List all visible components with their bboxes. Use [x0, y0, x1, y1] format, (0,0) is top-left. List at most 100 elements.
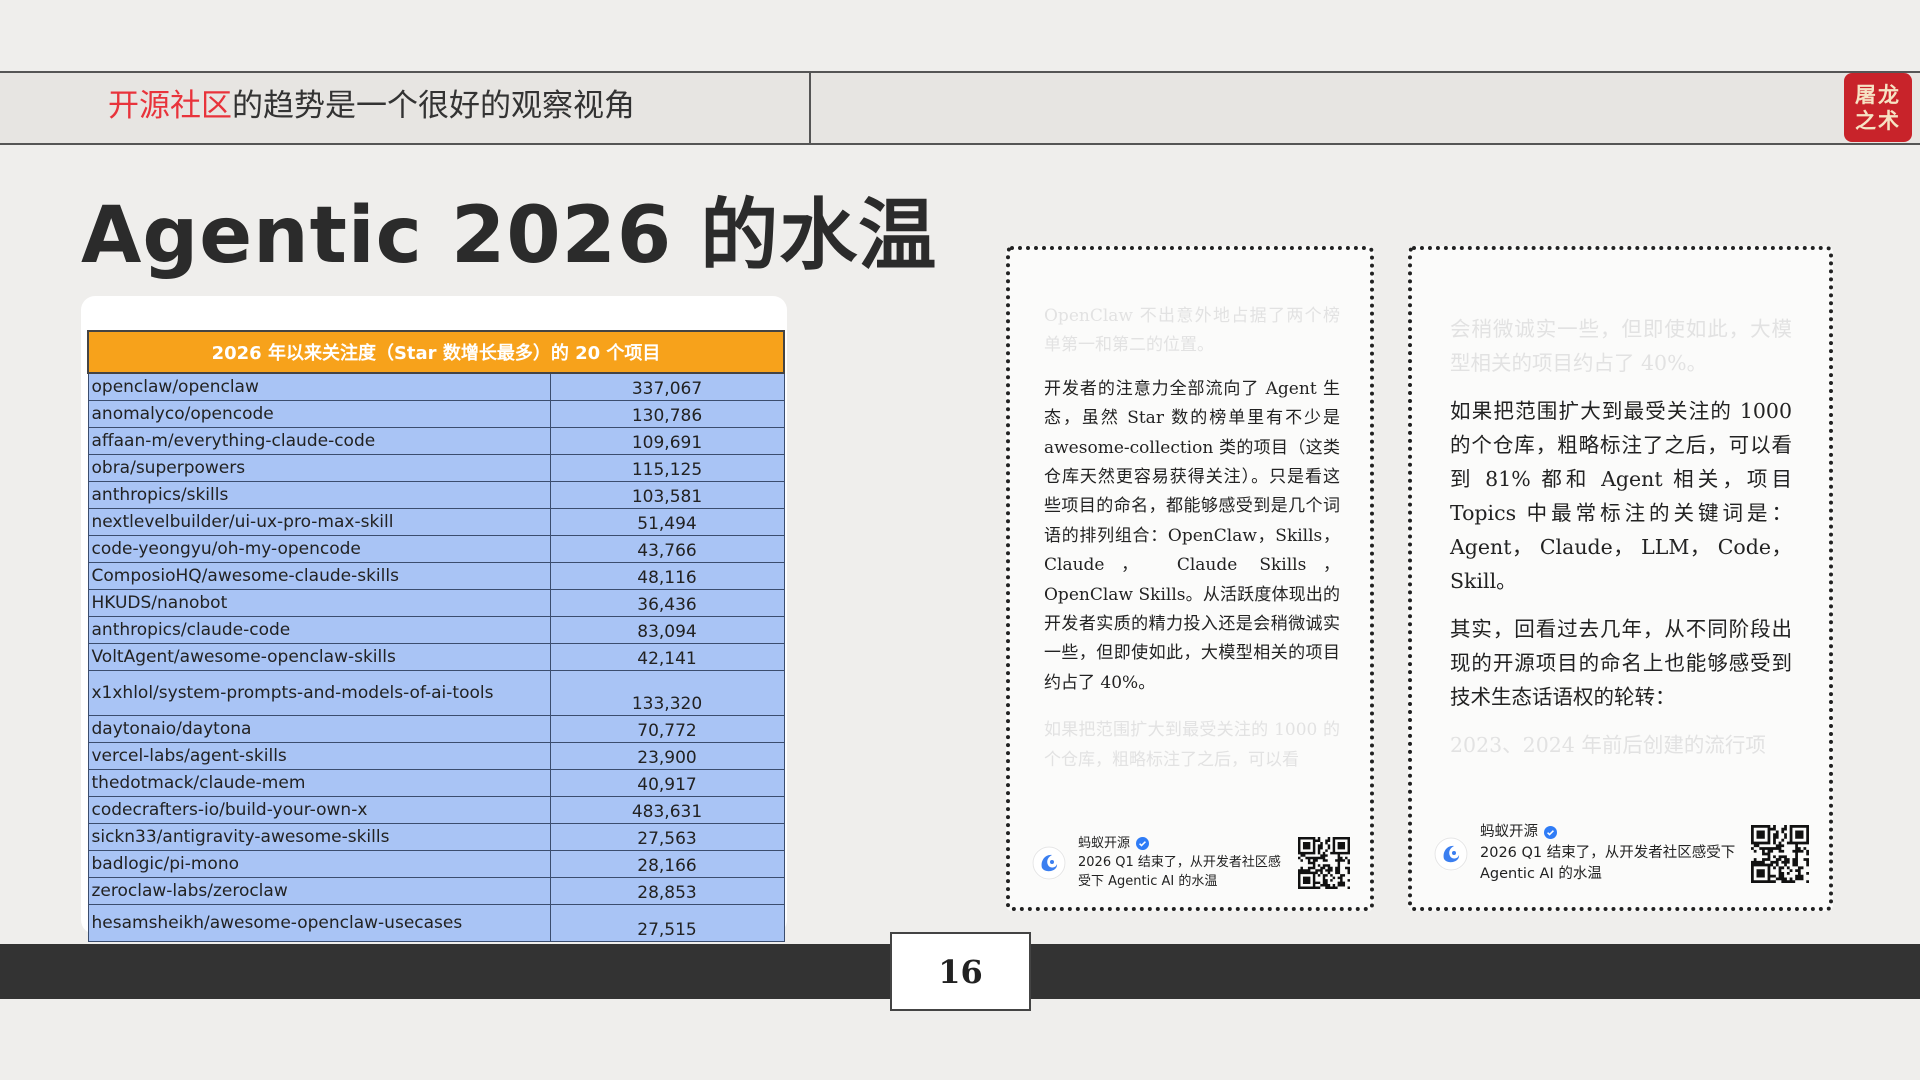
- avatar: [1434, 836, 1468, 871]
- repo-name: anomalyco/opencode: [87, 400, 551, 428]
- faded-text: 如果把范围扩大到最受关注的 1000 的个仓库，粗略标注了之后，可以看: [1044, 720, 1340, 770]
- repo-name: zeroclaw-labs/zeroclaw: [87, 877, 551, 905]
- table-row: openclaw/openclaw 337,067: [87, 372, 785, 401]
- repo-name: affaan-m/everything-claude-code: [87, 427, 551, 455]
- star-table: 2026 年以来关注度（Star 数增长最多）的 20 个项目 openclaw…: [87, 330, 785, 942]
- star-count: 27,563: [549, 823, 785, 851]
- qr-code: [1751, 824, 1809, 883]
- footer-meta: 蚂蚁开源 2026 Q1 结束了，从开发者社区感受下 Agentic AI 的水温: [1480, 822, 1743, 885]
- table-row: thedotmack/claude-mem 40,917: [87, 769, 785, 797]
- repo-name: anthropics/claude-code: [87, 616, 551, 644]
- repo-name: daytonaio/daytona: [87, 715, 551, 743]
- star-count: 70,772: [549, 715, 785, 743]
- repo-name: ComposioHQ/awesome-claude-skills: [87, 562, 551, 590]
- faded-text: 2023、2024 年前后创建的流行项: [1450, 733, 1766, 757]
- repo-name: codecrafters-io/build-your-own-x: [87, 796, 551, 824]
- repo-name: nextlevelbuilder/ui-ux-pro-max-skill: [87, 508, 551, 536]
- star-count: 483,631: [549, 796, 785, 824]
- card-body: OpenClaw 不出意外地占据了两个榜单第一和第二的位置。开发者的注意力全部流…: [1044, 302, 1340, 789]
- table-row: codecrafters-io/build-your-own-x 483,631: [87, 796, 785, 824]
- star-count: 28,166: [549, 850, 785, 878]
- table-row: vercel-labs/agent-skills 23,900: [87, 742, 785, 770]
- star-count: 337,067: [549, 372, 785, 401]
- star-count: 48,116: [549, 562, 785, 590]
- table-title: 2026 年以来关注度（Star 数增长最多）的 20 个项目: [87, 330, 785, 374]
- table-row: nextlevelbuilder/ui-ux-pro-max-skill 51,4…: [87, 508, 785, 536]
- star-count: 103,581: [549, 481, 785, 509]
- star-count: 83,094: [549, 616, 785, 644]
- table-row: code-yeongyu/oh-my-opencode 43,766: [87, 535, 785, 563]
- table-head-row: 2026 年以来关注度（Star 数增长最多）的 20 个项目: [87, 330, 785, 374]
- author-name: 蚂蚁开源: [1078, 836, 1131, 851]
- star-count: 28,853: [549, 877, 785, 905]
- verified-badge: [1136, 837, 1150, 850]
- repo-name: badlogic/pi-mono: [87, 850, 551, 878]
- logo: 屠龙之术: [1844, 73, 1912, 142]
- card-paragraph: 开发者的注意力全部流向了 Agent 生态，虽然 Star 数的榜单里有不少是 …: [1044, 378, 1340, 693]
- repo-name: thedotmack/claude-mem: [87, 769, 551, 797]
- header-band: [0, 71, 1920, 145]
- repo-name: hesamsheikh/awesome-openclaw-usecases: [87, 904, 551, 942]
- star-count: 51,494: [549, 508, 785, 536]
- repo-name: obra/superpowers: [87, 454, 551, 482]
- star-count: 42,141: [549, 643, 785, 671]
- header-text: 开源社区的趋势是一个很好的观察视角: [108, 86, 635, 126]
- repo-name: vercel-labs/agent-skills: [87, 742, 551, 770]
- star-count: 115,125: [549, 454, 785, 482]
- footer-text: 2026 Q1 结束了，从开发者社区感受下 Agentic AI 的水温: [1480, 845, 1736, 882]
- header-rest: 的趋势是一个很好的观察视角: [232, 88, 635, 124]
- table-row: sickn33/antigravity-awesome-skills 27,563: [87, 823, 785, 851]
- page-number: 16: [890, 932, 1031, 1011]
- star-count: 23,900: [549, 742, 785, 770]
- faded-text: OpenClaw 不出意外地占据了两个榜单第一和第二的位置。: [1044, 306, 1340, 356]
- star-count: 27,515: [549, 904, 785, 942]
- logo-text: 屠龙之术: [1855, 81, 1901, 133]
- repo-name: x1xhlol/system-prompts-and-models-of-ai-…: [87, 670, 551, 716]
- repo-name: openclaw/openclaw: [87, 372, 551, 401]
- table-row: VoltAgent/awesome-openclaw-skills 42,141: [87, 643, 785, 671]
- repo-name: VoltAgent/awesome-openclaw-skills: [87, 643, 551, 671]
- card-footer: 蚂蚁开源 2026 Q1 结束了，从开发者社区感受下 Agentic AI 的水温: [1032, 834, 1350, 891]
- header-divider: [809, 71, 811, 143]
- avatar: [1032, 845, 1066, 880]
- post-card: OpenClaw 不出意外地占据了两个榜单第一和第二的位置。开发者的注意力全部流…: [1006, 246, 1374, 911]
- slide-title: Agentic 2026 的水温: [81, 191, 938, 281]
- table-row: HKUDS/nanobot 36,436: [87, 589, 785, 617]
- author-line: 蚂蚁开源: [1480, 822, 1743, 843]
- star-count: 130,786: [549, 400, 785, 428]
- table-row: daytonaio/daytona 70,772: [87, 715, 785, 743]
- table-row: anthropics/claude-code 83,094: [87, 616, 785, 644]
- table-row: obra/superpowers 115,125: [87, 454, 785, 482]
- faded-text: 会稍微诚实一些，但即使如此，大模型相关的项目约占了 40%。: [1450, 317, 1792, 375]
- table-row: anthropics/skills 103,581: [87, 481, 785, 509]
- table-row: affaan-m/everything-claude-code 109,691: [87, 427, 785, 455]
- table-row: anomalyco/opencode 130,786: [87, 400, 785, 428]
- card-footer: 蚂蚁开源 2026 Q1 结束了，从开发者社区感受下 Agentic AI 的水温: [1434, 822, 1809, 885]
- star-count: 36,436: [549, 589, 785, 617]
- repo-name: anthropics/skills: [87, 481, 551, 509]
- table-row: ComposioHQ/awesome-claude-skills 48,116: [87, 562, 785, 590]
- table-row: hesamsheikh/awesome-openclaw-usecases 27,…: [87, 904, 785, 942]
- table-body: openclaw/openclaw 337,067 anomalyco/openco…: [87, 372, 785, 942]
- table-row: x1xhlol/system-prompts-and-models-of-ai-…: [87, 670, 785, 716]
- post-card: 会稍微诚实一些，但即使如此，大模型相关的项目约占了 40%。如果把范围扩大到最受…: [1408, 246, 1833, 911]
- footer-meta: 蚂蚁开源 2026 Q1 结束了，从开发者社区感受下 Agentic AI 的水温: [1078, 834, 1290, 891]
- repo-name: HKUDS/nanobot: [87, 589, 551, 617]
- star-count: 109,691: [549, 427, 785, 455]
- author-line: 蚂蚁开源: [1078, 834, 1290, 853]
- repo-name: code-yeongyu/oh-my-opencode: [87, 535, 551, 563]
- table-row: zeroclaw-labs/zeroclaw 28,853: [87, 877, 785, 905]
- author-name: 蚂蚁开源: [1480, 824, 1538, 840]
- verified-badge: [1544, 826, 1557, 839]
- star-count: 133,320: [549, 670, 785, 716]
- card-body: 会稍微诚实一些，但即使如此，大模型相关的项目约占了 40%。如果把范围扩大到最受…: [1450, 312, 1792, 776]
- footer-text: 2026 Q1 结束了，从开发者社区感受下 Agentic AI 的水温: [1078, 855, 1281, 889]
- header-highlight: 开源社区: [108, 88, 232, 124]
- repo-name: sickn33/antigravity-awesome-skills: [87, 823, 551, 851]
- star-count: 43,766: [549, 535, 785, 563]
- card-paragraph: 其实，回看过去几年，从不同阶段出现的开源项目的命名上也能够感受到技术生态话语权的…: [1450, 617, 1792, 709]
- table-row: badlogic/pi-mono 28,166: [87, 850, 785, 878]
- card-paragraph: 如果把范围扩大到最受关注的 1000 的个仓库，粗略标注了之后，可以看到 81%…: [1450, 399, 1792, 593]
- star-count: 40,917: [549, 769, 785, 797]
